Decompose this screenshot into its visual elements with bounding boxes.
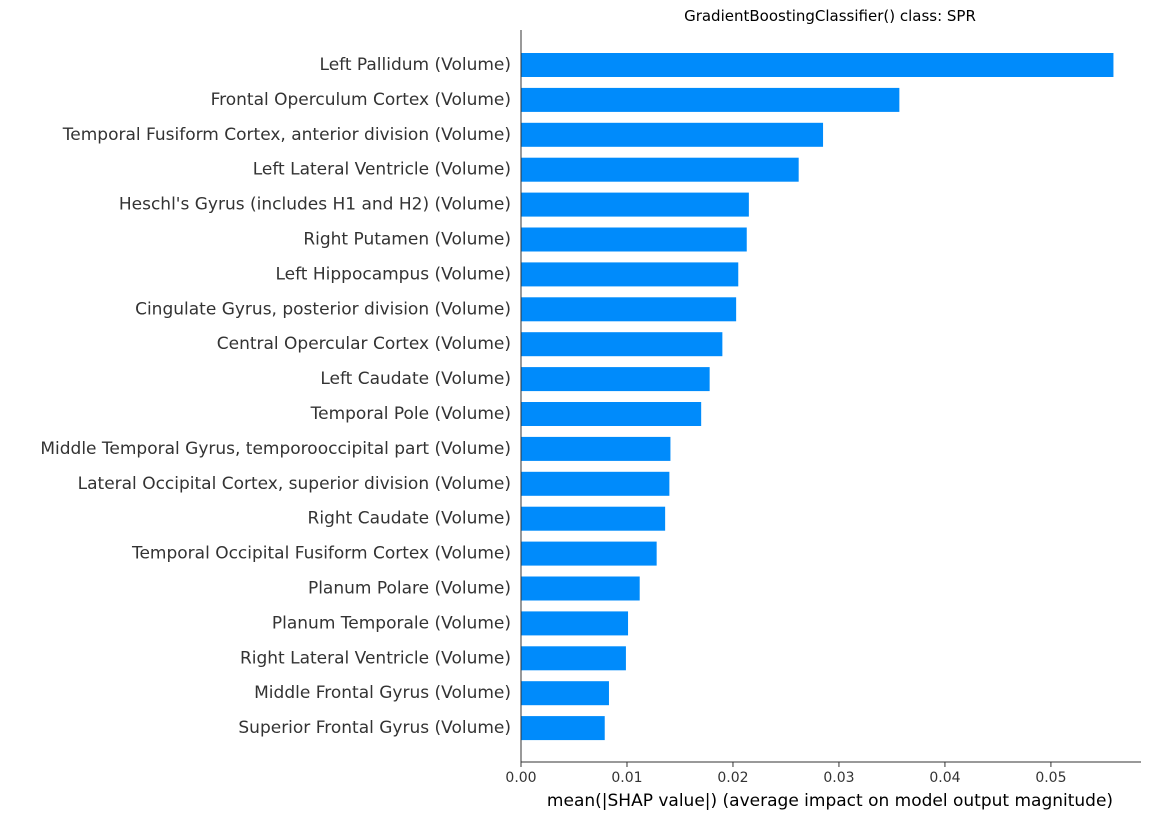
- x-tick-label-3: 0.03: [823, 770, 854, 786]
- bar-19: [521, 716, 605, 741]
- category-label-10: Temporal Pole (Volume): [310, 404, 511, 424]
- bar-8: [521, 332, 723, 357]
- category-label-12: Lateral Occipital Cortex, superior divis…: [78, 474, 511, 494]
- category-label-15: Planum Polare (Volume): [308, 579, 511, 599]
- bar-7: [521, 297, 737, 322]
- bar-13: [521, 506, 666, 531]
- x-tick-label-4: 0.04: [929, 770, 960, 786]
- category-label-5: Right Putamen (Volume): [303, 230, 511, 250]
- category-label-2: Temporal Fusiform Cortex, anterior divis…: [62, 125, 511, 145]
- x-tick-label-5: 0.05: [1035, 770, 1066, 786]
- bar-2: [521, 122, 824, 147]
- bar-6: [521, 262, 739, 287]
- category-label-3: Left Lateral Ventricle (Volume): [253, 160, 511, 180]
- bar-10: [521, 402, 702, 426]
- category-label-14: Temporal Occipital Fusiform Cortex (Volu…: [131, 544, 511, 564]
- category-label-8: Central Opercular Cortex (Volume): [217, 334, 511, 354]
- bar-1: [521, 87, 900, 112]
- bar-16: [521, 611, 629, 636]
- bar-4: [521, 192, 749, 217]
- category-label-0: Left Pallidum (Volume): [320, 55, 511, 75]
- category-label-7: Cingulate Gyrus, posterior division (Vol…: [135, 299, 511, 319]
- category-label-16: Planum Temporale (Volume): [272, 613, 511, 633]
- bar-14: [521, 541, 657, 566]
- category-label-11: Middle Temporal Gyrus, temporooccipital …: [40, 439, 511, 459]
- category-labels: Left Pallidum (Volume) Frontal Operculum …: [40, 55, 511, 738]
- bar-15: [521, 576, 640, 601]
- category-label-19: Superior Frontal Gyrus (Volume): [238, 718, 511, 738]
- category-label-18: Middle Frontal Gyrus (Volume): [254, 683, 511, 703]
- bar-18: [521, 681, 609, 706]
- x-tick-label-2: 0.02: [717, 770, 748, 786]
- category-label-6: Left Hippocampus (Volume): [275, 264, 511, 284]
- x-ticks-group: 0.00 0.01 0.02 0.03 0.04 0.05: [505, 762, 1067, 786]
- category-label-13: Right Caudate (Volume): [308, 509, 511, 529]
- bar-12: [521, 471, 670, 496]
- bar-5: [521, 227, 747, 252]
- category-label-1: Frontal Operculum Cortex (Volume): [211, 90, 511, 110]
- bar-9: [521, 367, 710, 392]
- bar-0: [521, 53, 1114, 77]
- x-tick-label-0: 0.00: [505, 770, 536, 786]
- category-label-9: Left Caudate (Volume): [320, 369, 511, 389]
- bars-group: [521, 53, 1114, 741]
- bar-11: [521, 436, 671, 461]
- bar-17: [521, 646, 626, 671]
- x-axis-title: mean(|SHAP value|) (average impact on mo…: [547, 791, 1113, 811]
- bar-3: [521, 157, 799, 182]
- chart-title: GradientBoostingClassifier() class: SPR: [684, 7, 976, 25]
- category-label-17: Right Lateral Ventricle (Volume): [240, 648, 511, 668]
- x-tick-label-1: 0.01: [611, 770, 642, 786]
- category-label-4: Heschl's Gyrus (includes H1 and H2) (Vol…: [119, 195, 511, 215]
